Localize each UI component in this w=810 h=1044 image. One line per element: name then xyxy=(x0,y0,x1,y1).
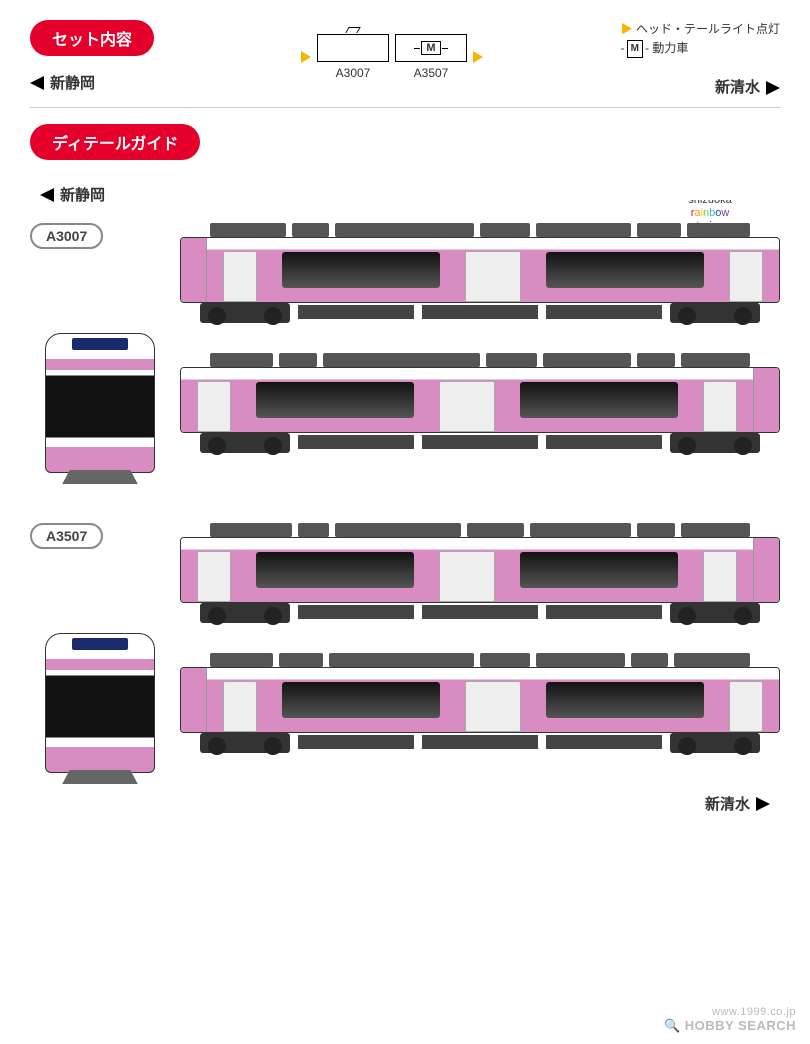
headlight-marker-icon xyxy=(301,51,311,63)
car-box-motor: M xyxy=(395,34,467,62)
dest-right-bottom: 新清水 xyxy=(30,793,770,814)
roof-equipment xyxy=(210,523,750,537)
bogie xyxy=(200,303,290,323)
bogie xyxy=(200,733,290,753)
watermark-url: www.1999.co.jp xyxy=(664,1006,796,1018)
car-body xyxy=(180,667,780,733)
bogie xyxy=(670,733,760,753)
arrow-right-icon xyxy=(756,797,770,811)
train-side-view xyxy=(180,223,780,323)
car-badge: A3507 xyxy=(30,523,103,549)
car-body xyxy=(180,367,780,433)
legend-light-text: ヘッド・テールライト点灯 xyxy=(636,22,780,36)
legend: ▶ ヘッド・テールライト点灯 -M- 動力車 新清水 xyxy=(621,20,780,100)
dest-right-top: 新清水 xyxy=(621,76,780,100)
arrow-right-icon xyxy=(766,81,780,95)
train-side-view xyxy=(180,353,780,453)
consist-car: M A3507 xyxy=(395,34,467,80)
car-badge: A3007 xyxy=(30,223,103,249)
bogie xyxy=(670,433,760,453)
dest-left-label: 新静岡 xyxy=(60,184,105,205)
underframe xyxy=(200,733,760,753)
bogie xyxy=(200,433,290,453)
skirt xyxy=(62,470,138,484)
underframe xyxy=(200,603,760,623)
watermark-brand: HOBBY SEARCH xyxy=(685,1018,796,1033)
cab-end xyxy=(181,668,207,732)
rainbow-logo: shizuoka rainbow trains xyxy=(650,140,770,234)
dest-left-label: 新静岡 xyxy=(50,72,95,93)
train-side-view xyxy=(180,523,780,623)
arrow-left-icon xyxy=(40,188,54,202)
dest-right-label: 新清水 xyxy=(715,76,760,100)
section-header-set-contents: セット内容 xyxy=(30,20,154,56)
headlight-marker-icon xyxy=(473,51,483,63)
car-label: A3007 xyxy=(336,66,371,80)
train-side-view xyxy=(180,653,780,753)
bogie xyxy=(670,303,760,323)
dest-right-label: 新清水 xyxy=(705,793,750,814)
underframe xyxy=(200,303,760,323)
car-body xyxy=(180,237,780,303)
triangle-icon: ▶ xyxy=(621,22,633,36)
train-front-view xyxy=(40,333,160,473)
dest-left-top: 新静岡 xyxy=(30,72,154,93)
cab-end xyxy=(181,238,207,302)
rainbow-icon xyxy=(650,140,770,200)
destination-display xyxy=(72,638,128,650)
motor-symbol: M xyxy=(426,42,435,54)
legend-motor-text: 動力車 xyxy=(652,41,688,55)
train-front-view xyxy=(40,633,160,773)
section-header-detail-guide: ディテールガイド xyxy=(30,124,200,160)
car-label: A3507 xyxy=(414,66,449,80)
consist-car: A3007 xyxy=(317,34,389,80)
car-body xyxy=(180,537,780,603)
motor-icon: M xyxy=(627,40,643,58)
roof-equipment xyxy=(210,223,750,237)
consist-diagram: A3007 M A3507 xyxy=(301,34,483,80)
car-box xyxy=(317,34,389,62)
cab-end xyxy=(753,538,779,602)
arrow-left-icon xyxy=(30,76,44,90)
pantograph-icon xyxy=(345,27,360,33)
roof-equipment xyxy=(210,353,750,367)
bogie xyxy=(200,603,290,623)
skirt xyxy=(62,770,138,784)
underframe xyxy=(200,433,760,453)
bogie xyxy=(670,603,760,623)
watermark: www.1999.co.jp 🔍 HOBBY SEARCH xyxy=(664,1006,796,1034)
destination-display xyxy=(72,338,128,350)
cab-end xyxy=(753,368,779,432)
roof-equipment xyxy=(210,653,750,667)
